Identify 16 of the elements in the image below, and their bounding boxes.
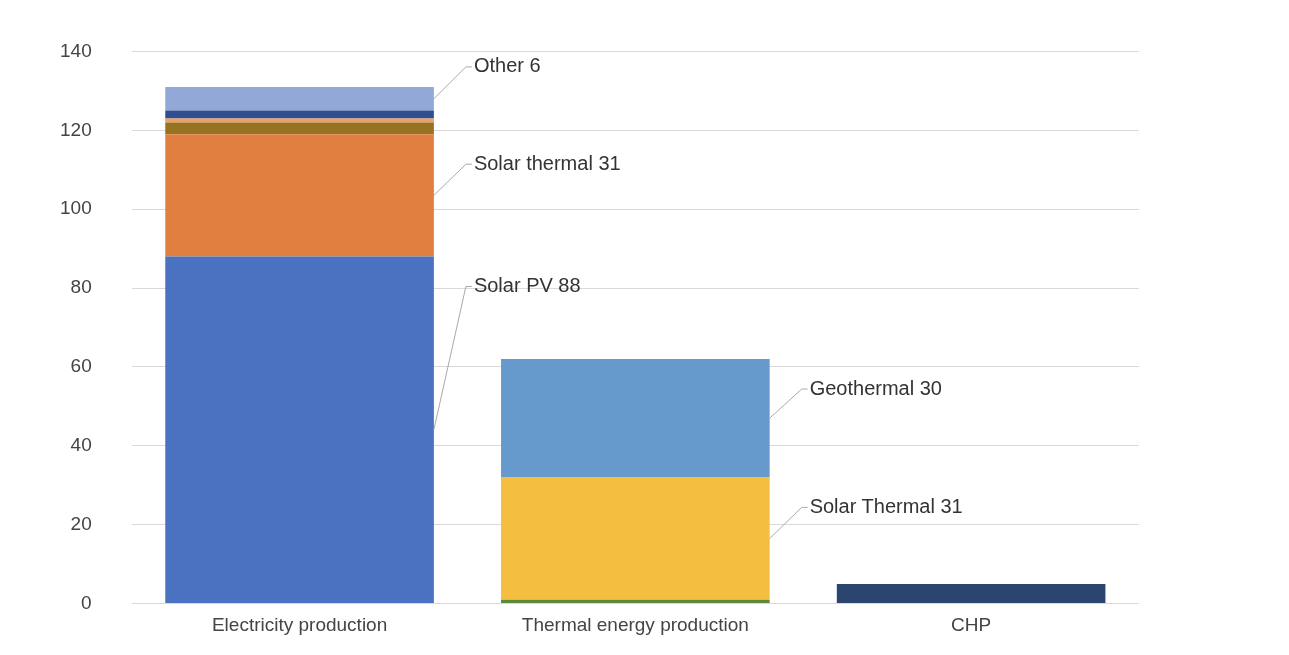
data-label: Solar thermal 31	[473, 151, 621, 174]
x-tick-label: CHP	[951, 614, 992, 636]
y-tick-label: 100	[60, 197, 92, 219]
data-label: Other 6	[473, 54, 541, 77]
data-label: Solar PV 88	[473, 274, 581, 297]
x-tick-label: Electricity production	[211, 614, 388, 636]
y-tick-label: 60	[70, 355, 92, 377]
data-label: Geothermal 30	[809, 376, 942, 399]
y-tick-label: 0	[81, 591, 92, 613]
y-tick-label: 20	[70, 512, 92, 534]
y-tick-label: 140	[60, 39, 92, 61]
x-tick-label: Thermal energy production	[521, 614, 749, 636]
data-label: Solar Thermal 31	[809, 494, 963, 517]
y-tick-label: 40	[70, 434, 92, 456]
y-tick-label: 80	[70, 276, 92, 298]
y-tick-label: 120	[60, 118, 92, 140]
